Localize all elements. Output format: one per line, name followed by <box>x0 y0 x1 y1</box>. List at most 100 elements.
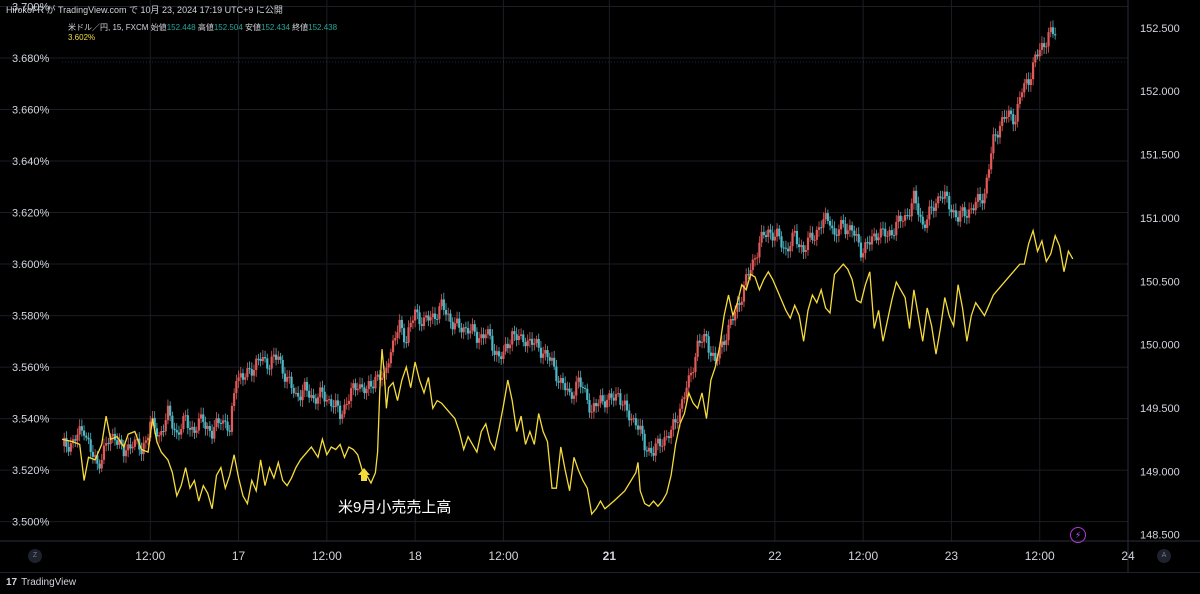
candle-body <box>228 430 231 432</box>
candle-body <box>597 403 600 407</box>
candle-body <box>954 210 957 218</box>
candle-body <box>939 196 942 198</box>
candle-body <box>358 384 362 389</box>
candle-body <box>345 404 348 406</box>
candle-body <box>921 216 924 225</box>
candle-body <box>489 329 492 336</box>
tradingview-logo[interactable]: 17 TradingView <box>6 577 76 588</box>
left-tick-label: 3.520% <box>12 465 50 477</box>
candle-body <box>703 334 706 342</box>
right-tick-label: 152.500 <box>1140 23 1180 35</box>
candle-body <box>979 194 982 201</box>
candle-body <box>118 439 121 445</box>
candle-body <box>709 352 712 356</box>
time-tick-label: 12:00 <box>488 549 518 563</box>
candle-body <box>901 220 904 222</box>
candle-body <box>365 389 368 394</box>
candle-body <box>729 318 732 325</box>
candle-body <box>263 357 267 359</box>
candle-body <box>566 388 569 391</box>
candle-body <box>806 237 810 250</box>
candle-body <box>184 415 187 417</box>
low-label: 安値 <box>245 23 261 32</box>
yield-line <box>61 228 1074 516</box>
candle-body <box>656 438 660 444</box>
candle-body <box>533 343 536 345</box>
symbol-legend[interactable]: 米ドル／円, 15, FXCM 始値152.448 高値152.504 安値15… <box>68 22 337 33</box>
candle-body <box>586 388 589 400</box>
candle-body <box>266 358 269 369</box>
candle-body <box>824 213 827 220</box>
candle-body <box>762 231 765 236</box>
candle-body <box>636 425 640 430</box>
candle-body <box>464 327 467 329</box>
candle-body <box>500 356 503 359</box>
candle-body <box>767 229 770 238</box>
candle-body <box>250 369 253 376</box>
candle-body <box>422 317 426 327</box>
candle-body <box>590 411 593 413</box>
chart-svg[interactable]: 3.500% 3.520% 3.540% 3.560% 3.580% 3.600% 3.62… <box>0 0 1200 572</box>
candle-body <box>495 351 498 355</box>
left-tick-label: 3.640% <box>12 156 50 168</box>
candle-body <box>508 344 512 349</box>
lightning-icon[interactable]: ⚡ <box>1070 527 1086 543</box>
candle-body <box>798 244 801 248</box>
candle-body <box>504 343 507 352</box>
candle-body <box>548 357 551 361</box>
candle-body <box>120 439 123 445</box>
zoom-reset-button[interactable]: Z <box>28 549 42 563</box>
candle-body <box>780 236 783 248</box>
candle-body <box>835 234 838 236</box>
candle-body <box>409 322 412 328</box>
candle-body <box>559 378 562 383</box>
candle-body <box>617 393 620 395</box>
candle-body <box>903 215 907 221</box>
candle-body <box>851 225 854 231</box>
candle-body <box>338 405 342 420</box>
high-value: 152.504 <box>213 23 243 32</box>
candle-body <box>833 228 836 235</box>
left-tick-label: 3.700% <box>12 1 50 13</box>
candle-body <box>208 426 211 431</box>
close-value: 152.438 <box>308 23 338 32</box>
candle-body <box>466 328 470 334</box>
candle-body <box>919 214 922 217</box>
candle-body <box>855 234 858 236</box>
candle-body <box>875 233 878 241</box>
candle-body <box>493 350 496 355</box>
candle-body <box>124 450 128 457</box>
right-tick-label: 151.000 <box>1140 213 1180 225</box>
symbol-name: 米ドル／円, 15, FXCM <box>68 23 149 32</box>
left-axis[interactable]: 3.500% 3.520% 3.540% 3.560% 3.580% 3.600% 3.62… <box>12 1 50 528</box>
candle-body <box>793 230 796 233</box>
left-tick-label: 3.620% <box>12 208 50 220</box>
candle-body <box>923 224 927 228</box>
right-axis[interactable]: 148.500 149.000 149.500 150.000 150.500 151.0… <box>1140 23 1180 542</box>
candle-body <box>990 153 993 170</box>
candle-body <box>572 395 576 399</box>
candle-body <box>204 422 207 429</box>
candle-body <box>255 358 258 371</box>
tv-logo-icon: 17 <box>6 577 18 588</box>
candle-body <box>641 425 644 434</box>
candle-body <box>116 440 119 445</box>
candle-body <box>881 228 885 230</box>
candle-body <box>480 334 483 339</box>
candle-body <box>822 219 825 228</box>
candle-body <box>530 338 534 345</box>
candle-body <box>391 340 395 353</box>
candle-body <box>158 435 161 437</box>
price-candles <box>63 20 1057 474</box>
time-axis[interactable]: 12:00 17 12:00 18 12:00 21 22 12:00 23 12:00 24 <box>135 549 1135 563</box>
candle-body <box>890 230 893 236</box>
brand-name: TradingView <box>21 577 77 588</box>
candle-body <box>343 404 346 415</box>
candle-body <box>332 406 335 408</box>
candle-body <box>537 338 540 348</box>
auto-scale-button[interactable]: A <box>1157 549 1171 563</box>
candle-body <box>164 420 167 432</box>
candle-body <box>186 415 189 429</box>
candle-body <box>740 301 743 305</box>
candle-body <box>252 370 256 376</box>
